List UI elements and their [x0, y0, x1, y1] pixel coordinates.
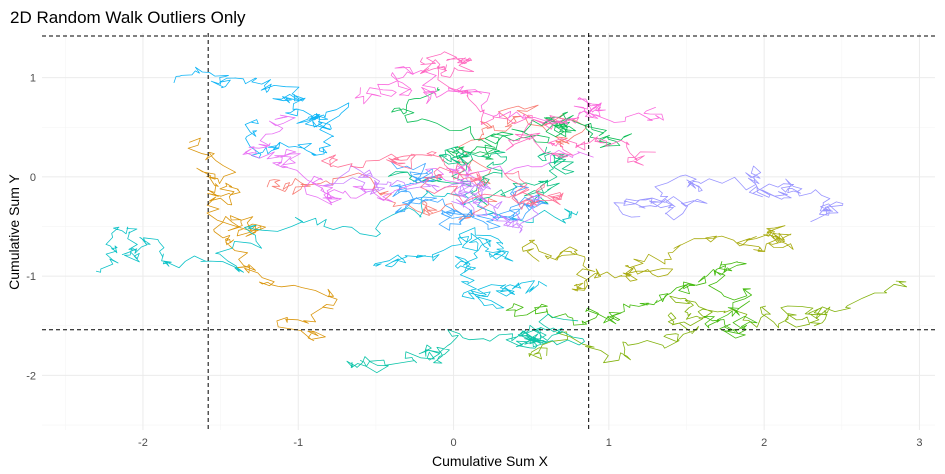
y-tick-label: 1 — [30, 73, 36, 85]
walk-series-3 — [521, 225, 794, 292]
walk-series-16 — [354, 66, 664, 125]
x-tick-label: 1 — [606, 437, 612, 449]
walk-series-2 — [187, 137, 338, 342]
x-tick-label: 0 — [450, 437, 456, 449]
walk-series-14 — [322, 165, 542, 234]
walk-series-10 — [373, 227, 548, 309]
x-axis-ticks: -2 -1 0 1 2 3 — [138, 437, 922, 449]
x-tick-label: 3 — [916, 437, 922, 449]
y-axis-title: Cumulative Sum Y — [6, 174, 22, 290]
major-gridlines — [42, 33, 935, 430]
walk-series-17 — [420, 51, 656, 166]
x-axis-title: Cumulative Sum X — [432, 453, 549, 469]
chart-title: 2D Random Walk Outliers Only — [10, 8, 246, 27]
walk-series-13 — [613, 165, 844, 222]
walk-series-4 — [528, 280, 907, 364]
walk-series — [96, 51, 907, 374]
y-axis-ticks: -2 -1 0 1 — [26, 73, 36, 383]
x-tick-label: -2 — [138, 437, 148, 449]
y-tick-label: -1 — [26, 271, 36, 283]
walk-series-9 — [96, 189, 579, 273]
walk-series-18 — [321, 151, 564, 210]
y-tick-label: 0 — [30, 172, 36, 184]
minor-gridlines — [42, 33, 935, 430]
walk-series-8 — [346, 313, 585, 374]
walk-series-15 — [242, 114, 594, 206]
reference-lines — [42, 33, 935, 430]
x-tick-label: 2 — [761, 437, 767, 449]
walk-series-7 — [387, 146, 575, 207]
y-tick-label: -2 — [26, 370, 36, 382]
walk-series-11 — [173, 66, 350, 159]
x-tick-label: -1 — [293, 437, 303, 449]
walk-series-6 — [391, 87, 632, 160]
walk-series-5 — [505, 261, 758, 339]
